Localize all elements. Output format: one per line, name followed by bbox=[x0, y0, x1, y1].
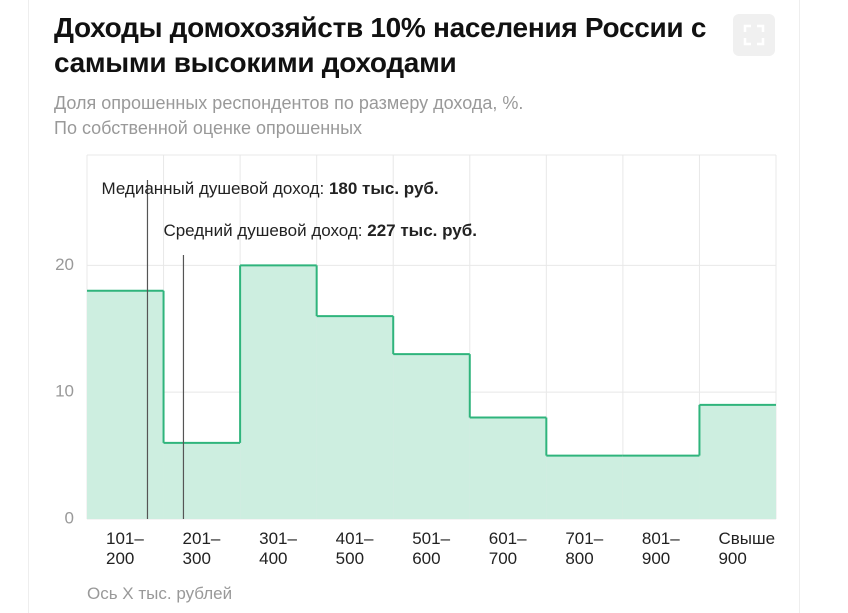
step-area bbox=[393, 354, 470, 519]
step-area bbox=[316, 316, 394, 519]
y-tick-label: 0 bbox=[65, 508, 74, 527]
x-tick-label: 301–400 bbox=[259, 529, 297, 568]
card bbox=[28, 0, 800, 613]
x-tick-label: 501–600 bbox=[412, 529, 451, 568]
y-tick-label: 10 bbox=[55, 382, 74, 401]
subtitle: Доля опрошенных респондентов по размеру … bbox=[54, 93, 524, 113]
x-tick-label: 401–500 bbox=[335, 529, 374, 568]
annotation-label: Медианный душевой доход: 180 тыс. руб. bbox=[101, 179, 438, 198]
annotation-text: Медианный душевой доход: bbox=[101, 179, 328, 198]
fullscreen-button[interactable] bbox=[733, 14, 775, 56]
step-area bbox=[699, 404, 776, 519]
step-area bbox=[546, 455, 623, 519]
annotation-label: Средний душевой доход: 227 тыс. руб. bbox=[163, 221, 476, 240]
x-tick-label: Свыше 900 bbox=[718, 529, 776, 568]
x-tick-label: 801–900 bbox=[641, 529, 680, 568]
annotation-value: 227 тыс. руб. bbox=[367, 221, 477, 240]
step-area bbox=[87, 290, 164, 519]
x-tick-label: 101–200 bbox=[106, 529, 144, 568]
step-area bbox=[622, 455, 700, 519]
y-tick-label: 20 bbox=[55, 255, 74, 274]
step-area bbox=[240, 265, 317, 519]
x-tick-label: 601–700 bbox=[488, 529, 527, 568]
x-tick-label: 701–800 bbox=[565, 529, 604, 568]
chart-title: Доходы домохозяйств 10% населения России… bbox=[54, 12, 707, 78]
step-area bbox=[469, 417, 547, 519]
fullscreen-icon bbox=[743, 24, 765, 46]
step-area bbox=[163, 442, 241, 519]
subtitle: По собственной оценке опрошенных bbox=[54, 118, 363, 138]
x-tick-label: 201–300 bbox=[182, 529, 221, 568]
annotation-value: 180 тыс. руб. bbox=[329, 179, 439, 198]
annotation-text: Средний душевой доход: bbox=[163, 221, 367, 240]
x-axis-label: Ось X тыс. рублей bbox=[87, 584, 233, 603]
